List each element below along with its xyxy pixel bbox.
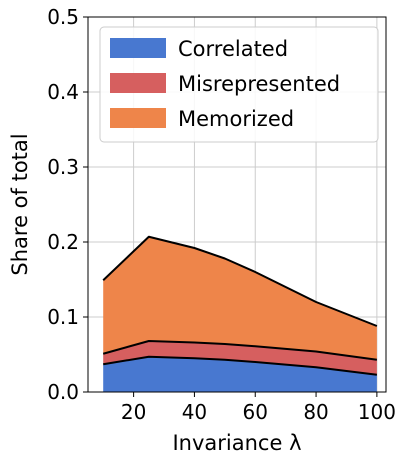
legend-label: Misrepresented xyxy=(178,72,340,96)
legend-swatch xyxy=(110,73,166,93)
area-layer xyxy=(102,235,378,392)
plot-frame xyxy=(87,16,387,393)
legend-swatch xyxy=(110,108,166,128)
tick-layer: 20 40 60 80 100 0.0 0.1 0.2 0.3 0.4 0.5 xyxy=(47,5,396,424)
legend-label: Memorized xyxy=(178,107,294,131)
legend-swatch xyxy=(110,38,166,58)
x-tick-label: 60 xyxy=(243,400,268,424)
y-tick-label: 0.4 xyxy=(47,80,79,104)
series-boundary-line-2 xyxy=(102,340,378,361)
y-tick-label: 0.2 xyxy=(47,230,79,254)
area-series-3 xyxy=(103,236,377,360)
legend: Correlated Misrepresented Memorized xyxy=(99,26,379,143)
y-tick-label: 0.0 xyxy=(47,380,79,404)
x-tick-label: 20 xyxy=(121,400,146,424)
x-tick-label: 40 xyxy=(182,400,207,424)
y-tick-label: 0.1 xyxy=(47,305,79,329)
series-boundary-line-3 xyxy=(102,235,378,327)
x-tick-label: 80 xyxy=(303,400,328,424)
y-axis-label: Share of total xyxy=(8,133,32,275)
legend-label: Correlated xyxy=(178,37,288,61)
y-tick-label: 0.3 xyxy=(47,155,79,179)
x-axis-label: Invariance λ xyxy=(172,431,301,455)
y-tick-label: 0.5 xyxy=(47,5,79,29)
axes-frame xyxy=(87,16,387,393)
area-series-1 xyxy=(103,356,377,392)
series-boundary-line-1 xyxy=(103,355,378,376)
x-tick-label: 100 xyxy=(358,400,396,424)
legend-box xyxy=(99,26,379,143)
